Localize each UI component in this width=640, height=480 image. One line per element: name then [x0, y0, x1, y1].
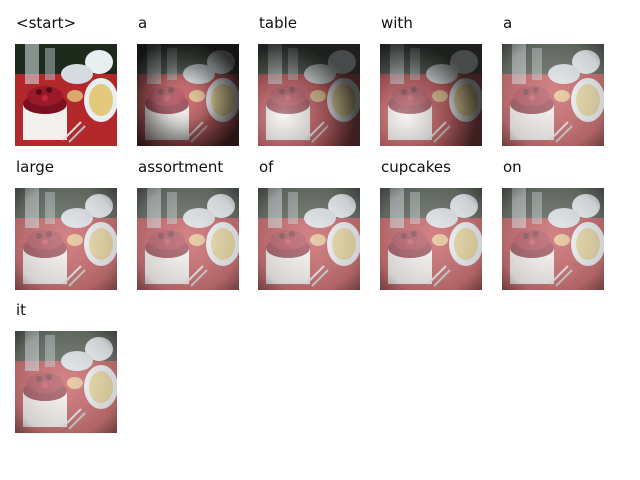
- token-word: a: [138, 14, 148, 32]
- token-cell: with: [380, 0, 484, 146]
- token-word: <start>: [16, 14, 77, 32]
- attention-heatmap-image: [502, 188, 604, 290]
- attention-heatmap-image: [380, 44, 482, 146]
- token-word: large: [16, 158, 55, 176]
- token-cell: a: [502, 0, 606, 146]
- attention-heatmap-image: [137, 44, 239, 146]
- attention-heatmap-image: [258, 188, 360, 290]
- token-cell: it: [15, 287, 119, 433]
- token-cell: on: [502, 144, 606, 290]
- token-word: cupcakes: [381, 158, 451, 176]
- token-cell: table: [258, 0, 362, 146]
- token-cell: a: [137, 0, 241, 146]
- token-cell: <start>: [15, 0, 119, 146]
- attention-heatmap-image: [380, 188, 482, 290]
- token-cell: assortment: [137, 144, 241, 290]
- attention-heatmap-image: [15, 331, 117, 433]
- attention-heatmap-image: [137, 188, 239, 290]
- scene-image: [15, 44, 117, 146]
- attention-heatmap-image: [502, 44, 604, 146]
- token-word: of: [259, 158, 274, 176]
- token-word: it: [16, 301, 27, 319]
- attention-heatmap-image: [258, 44, 360, 146]
- token-cell: of: [258, 144, 362, 290]
- token-word: with: [381, 14, 413, 32]
- token-word: assortment: [138, 158, 224, 176]
- attention-heatmap-image: [15, 188, 117, 290]
- token-cell: large: [15, 144, 119, 290]
- token-word: table: [259, 14, 297, 32]
- token-word: a: [503, 14, 513, 32]
- token-word: on: [503, 158, 522, 176]
- token-cell: cupcakes: [380, 144, 484, 290]
